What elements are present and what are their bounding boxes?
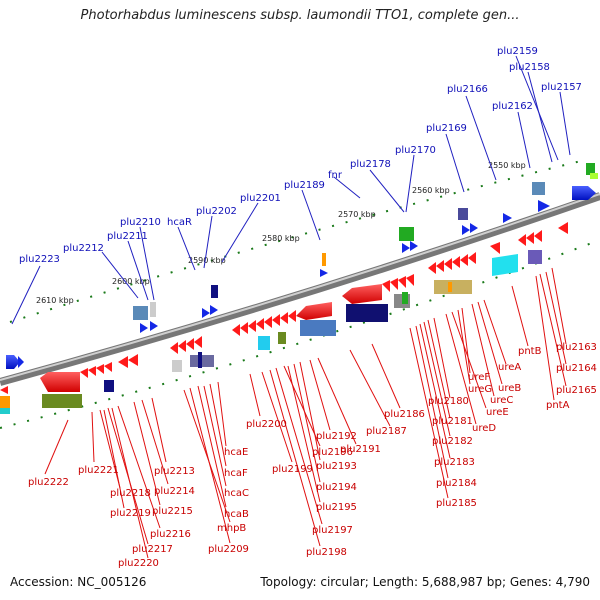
forward-genes [6,163,598,369]
gene-label: plu2218 [110,488,151,499]
gene-label: hcaR [167,217,192,228]
gene-label: plu2201 [240,193,281,204]
gene-label: plu2216 [150,529,191,540]
gene-label: ureG [468,384,492,395]
gene-label: plu2183 [434,457,475,468]
gene-label: plu2163 [556,342,597,353]
gene-label: plu2199 [272,464,313,475]
gene-label: ureE [486,407,509,418]
gene-label: plu2185 [436,498,477,509]
gene-label: plu2198 [306,547,347,558]
gene-label: plu2193 [316,461,357,472]
gene-label: plu2194 [316,482,357,493]
kbp-label: 2570 kbp [338,210,376,219]
gene-label: plu2210 [120,217,161,228]
top-gene-labels: plu2223 plu2212 plu2211 plu2210 hcaR plu… [19,46,582,265]
gene-label: plu2169 [426,123,467,134]
bottom-leader-lines [44,267,567,559]
gene-label: plu2197 [312,525,353,536]
gene-label: plu2165 [556,385,597,396]
gene-label: plu2219 [110,508,151,519]
gene-label: plu2159 [497,46,538,57]
kbp-label: 2600 kbp [112,277,150,286]
gene-label: plu2212 [63,243,104,254]
gene-label: plu2170 [395,145,436,156]
gene-label: plu2182 [432,436,473,447]
top-leader-lines [11,55,571,325]
gene-label: plu2213 [154,466,195,477]
kbp-label: 2580 kbp [262,234,300,243]
accession-text: Accession: NC_005126 [10,575,147,589]
gene-label: plu2162 [492,101,533,112]
gene-label: plu2217 [132,544,173,555]
kbp-label: 2590 kbp [188,256,226,265]
gene-label: plu2220 [118,558,159,569]
gene-label: plu2196 [312,447,353,458]
gene-label: pntA [546,400,570,411]
kbp-label: 2560 kbp [412,186,450,195]
gene-label: plu2215 [152,506,193,517]
gene-label: hcaE [224,447,248,458]
gene-label: ureC [490,395,513,406]
map-title: Photorhabdus luminescens subsp. laumondi… [80,8,520,23]
gene-label: plu2158 [509,62,550,73]
gene-label: plu2221 [78,465,119,476]
gene-label: plu2164 [556,363,597,374]
gene-label: plu2214 [154,486,195,497]
gene-label: plu2166 [447,84,488,95]
genome-summary-text: Topology: circular; Length: 5,688,987 bp… [260,575,590,589]
gene-label: pntB [518,346,542,357]
gene-label: plu2192 [316,431,357,442]
gene-label: plu2211 [107,231,148,242]
gene-label: plu2178 [350,159,391,170]
gene-label: fnr [328,170,343,181]
gene-label: hcaC [224,488,249,499]
gene-label: plu2191 [340,444,381,455]
gene-label: ureD [472,423,496,434]
gene-label: hcaB [224,509,249,520]
gene-label: plu2223 [19,254,60,265]
genome-backbone [0,192,600,386]
gene-label: plu2222 [28,477,69,488]
gene-label: plu2200 [246,419,287,430]
reverse-genes [0,222,568,414]
bottom-gene-labels: plu2222 plu2221 plu2218 plu2219 plu2217 … [28,342,597,569]
gene-label: plu2184 [436,478,477,489]
gene-label: plu2180 [428,396,469,407]
gene-label: plu2189 [284,180,325,191]
gene-label: mhpB [217,523,246,534]
gene-label: plu2195 [316,502,357,513]
gene-label: plu2157 [541,82,582,93]
upper-tick-track [9,159,586,323]
kbp-label: 2610 kbp [36,296,74,305]
kbp-scale-labels: 2610 kbp 2600 kbp 2590 kbp 2580 kbp 2570… [36,161,526,305]
gene-label: ureB [498,383,521,394]
gene-label: plu2202 [196,206,237,217]
gene-label: plu2209 [208,544,249,555]
kbp-label: 2550 kbp [488,161,526,170]
gene-label: ureA [498,362,521,373]
gene-label: plu2181 [432,416,473,427]
gene-label: ureF [468,372,490,383]
gene-label: hcaF [224,468,248,479]
gene-label: plu2186 [384,409,425,420]
gene-label: plu2187 [366,426,407,437]
